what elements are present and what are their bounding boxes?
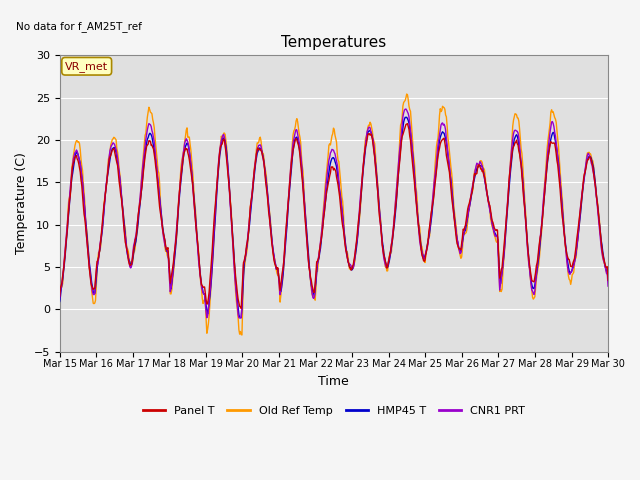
Legend: Panel T, Old Ref Temp, HMP45 T, CNR1 PRT: Panel T, Old Ref Temp, HMP45 T, CNR1 PRT bbox=[138, 401, 530, 420]
X-axis label: Time: Time bbox=[319, 375, 349, 388]
Text: VR_met: VR_met bbox=[65, 61, 108, 72]
Y-axis label: Temperature (C): Temperature (C) bbox=[15, 153, 28, 254]
Title: Temperatures: Temperatures bbox=[281, 35, 387, 50]
Text: No data for f_AM25T_ref: No data for f_AM25T_ref bbox=[16, 21, 141, 32]
